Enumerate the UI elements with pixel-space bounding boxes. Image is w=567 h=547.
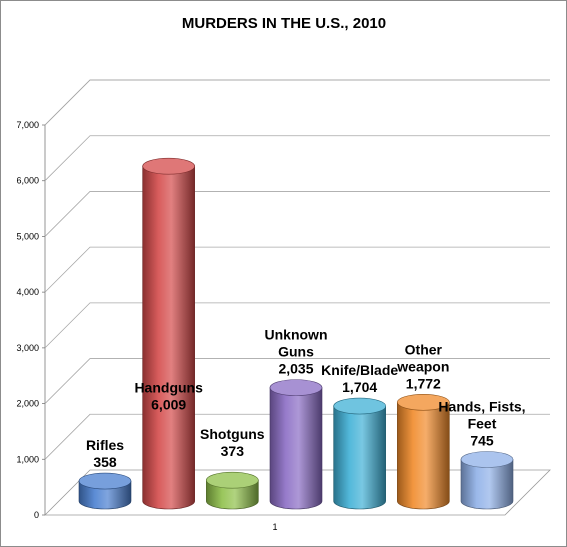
- bar-other-weapon: [397, 393, 450, 510]
- data-label-category: Other: [405, 341, 443, 357]
- bar-top: [142, 157, 195, 175]
- bar-body: [142, 165, 195, 510]
- y-tick-label: 0: [34, 510, 39, 520]
- bar-top: [206, 471, 259, 489]
- gridline: [44, 191, 550, 237]
- bar-body: [460, 459, 514, 510]
- gridline: [44, 246, 550, 293]
- floor: [44, 469, 551, 516]
- data-label-value: 1,772: [406, 375, 441, 391]
- chart-title: MURDERS IN THE U.S., 2010: [182, 15, 386, 32]
- bar-handguns: [142, 157, 195, 510]
- y-tick-label: 4,000: [16, 287, 39, 297]
- data-label-value: 373: [221, 443, 245, 459]
- bars: [78, 157, 514, 510]
- bar-top: [460, 451, 514, 468]
- bar-knife-blade: [333, 397, 386, 510]
- y-axis-ticks: 0 1,000 2,000 3,000 4,000 5,000 6,000 7,000: [16, 120, 45, 520]
- data-label-category: Hands, Fists,: [438, 398, 525, 414]
- bar-shotguns: [206, 471, 259, 510]
- y-tick-label: 6,000: [16, 176, 39, 186]
- data-label-category: Feet: [468, 415, 497, 431]
- y-tick-label: 2,000: [16, 399, 39, 409]
- data-label-category: Rifles: [86, 437, 124, 453]
- data-label-category: Unknown: [265, 327, 328, 343]
- data-label-value: 1,704: [342, 379, 377, 395]
- gridline: [44, 413, 550, 460]
- data-label-value: 2,035: [278, 361, 313, 377]
- data-label-category: Handguns: [134, 379, 203, 395]
- bar-body: [333, 405, 386, 510]
- gridline: [44, 135, 550, 181]
- data-label-category: weapon: [396, 358, 449, 374]
- bar-top: [397, 393, 450, 411]
- gridline: [44, 79, 550, 126]
- x-tick-label: 1: [272, 522, 277, 532]
- bar-top: [269, 379, 323, 396]
- data-label-value: 6,009: [151, 396, 186, 412]
- gridline: [44, 302, 550, 349]
- bar-rifles: [78, 472, 132, 510]
- y-tick-label: 7,000: [16, 120, 39, 130]
- x-axis-ticks: 1: [272, 522, 277, 532]
- bar-top: [333, 397, 386, 415]
- gridline: [44, 358, 550, 404]
- y-tick-label: 3,000: [16, 343, 39, 353]
- back-wall-top: [44, 79, 550, 126]
- bar-top: [78, 472, 132, 490]
- gridlines: [44, 79, 550, 460]
- data-label-category: Knife/Blade: [321, 362, 398, 378]
- data-label-category: Guns: [278, 344, 314, 360]
- y-tick-label: 1,000: [16, 454, 39, 464]
- bar-body: [269, 387, 323, 510]
- data-label-category: Shotguns: [200, 426, 265, 442]
- bar-hands-fists-feet: [460, 451, 514, 510]
- bar-unknown-guns: [269, 379, 323, 510]
- data-label-value: 745: [470, 432, 494, 448]
- y-tick-label: 5,000: [16, 231, 39, 241]
- bar-body: [397, 401, 450, 510]
- data-label-value: 358: [93, 454, 117, 470]
